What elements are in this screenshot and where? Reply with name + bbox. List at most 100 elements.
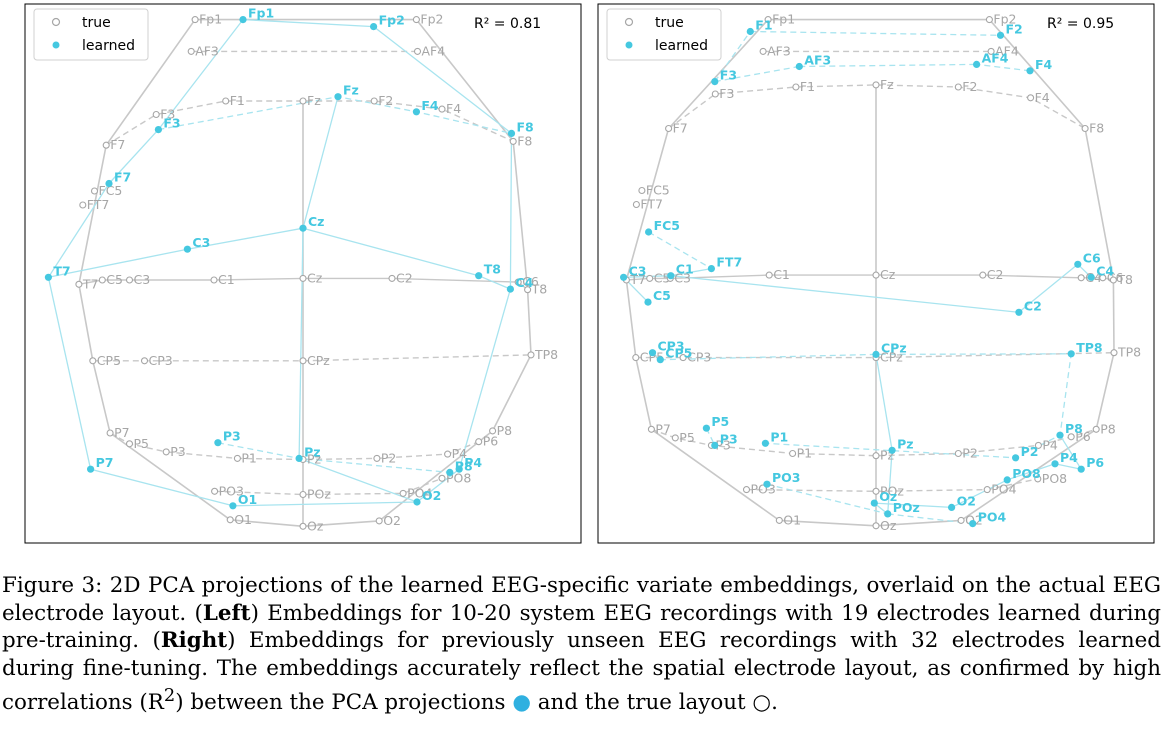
- caption-tail3: and the true layout: [530, 690, 753, 716]
- true-point-FC5: [90, 187, 99, 195]
- true-point-AF3: [187, 47, 195, 55]
- learned-point-F7: [105, 179, 113, 188]
- learned-label-O2: O2: [422, 488, 441, 503]
- true-point-C4: [1077, 274, 1085, 282]
- learned-point-F3: [154, 126, 162, 134]
- true-label-P6: P6: [483, 434, 499, 449]
- true-label-T8: T8: [531, 282, 548, 297]
- learned-point-P6: [1077, 465, 1085, 473]
- true-point-CP3: [140, 357, 149, 365]
- learned-point-PO3: [763, 480, 771, 488]
- true-point-PO3: [211, 487, 219, 495]
- true-label-F3: F3: [160, 107, 175, 122]
- true-label-O1: O1: [783, 512, 801, 527]
- learned-label-F8: F8: [517, 119, 534, 134]
- learned-line: [873, 354, 893, 515]
- true-outline-line: [625, 18, 1115, 527]
- true-label-FT7: FT7: [87, 197, 110, 212]
- true-point-P5: [125, 440, 134, 448]
- caption-tail: ) Embeddings for previously unseen EEG r…: [2, 628, 1161, 716]
- true-label-FC5: FC5: [646, 183, 670, 198]
- learned-label-P4: P4: [1060, 450, 1078, 465]
- caption-right-bold: Right: [160, 628, 228, 653]
- true-label-Fz: Fz: [880, 77, 894, 92]
- learned-point-F3: [711, 78, 719, 86]
- true-point-CP5: [89, 357, 97, 365]
- true-point-Fp2: [985, 16, 993, 24]
- true-point-C1: [210, 276, 218, 284]
- true-point-Fz: [299, 97, 307, 105]
- caption-end: .: [771, 690, 778, 716]
- learned-point-P8: [1056, 431, 1064, 439]
- learned-line: [750, 30, 1001, 36]
- learned-point-CP5: [656, 356, 664, 364]
- learned-point-F8: [507, 129, 516, 137]
- learned-label-F3: F3: [163, 116, 180, 131]
- true-label-P2: P2: [381, 450, 397, 465]
- true-label-C5: C5: [106, 272, 123, 287]
- learned-label-P3: P3: [720, 431, 738, 446]
- learned-point-P4: [1051, 460, 1059, 468]
- learned-label-AF3: AF3: [804, 53, 831, 68]
- learned-point-O1: [229, 502, 237, 510]
- learned-label-FC5: FC5: [654, 218, 680, 233]
- true-point-AF4: [987, 47, 995, 55]
- true-label-Oz: Oz: [307, 518, 324, 533]
- true-label-F1: F1: [800, 79, 815, 94]
- true-label-AF3: AF3: [767, 43, 791, 58]
- learned-point-F2: [996, 31, 1005, 39]
- learned-label-T8: T8: [484, 262, 501, 277]
- true-point-F2: [370, 97, 378, 105]
- true-point-CPz: [299, 357, 307, 365]
- learned-label-CP5: CP5: [665, 346, 692, 361]
- true-point-POz: [299, 490, 307, 499]
- true-label-T7: T7: [629, 272, 646, 287]
- learned-point-T7: [44, 273, 53, 281]
- true-label-P8: P8: [1100, 421, 1116, 436]
- true-label-C2: C2: [987, 267, 1004, 282]
- true-point-T8: [1109, 276, 1117, 284]
- true-point-T7: [75, 280, 83, 288]
- learned-point-Pz: [888, 446, 896, 454]
- true-row-line: [92, 354, 532, 362]
- learned-point-Fp1: [239, 16, 247, 24]
- true-point-O2: [957, 516, 965, 524]
- true-label-PO4: PO4: [991, 482, 1016, 497]
- true-label-F7: F7: [673, 121, 688, 136]
- true-label-P6: P6: [1075, 429, 1091, 444]
- learned-point-C6: [1074, 260, 1082, 268]
- learned-point-PO4: [969, 520, 977, 528]
- learned-label-P7: P7: [96, 455, 114, 470]
- true-point-C6: [1099, 274, 1107, 282]
- learned-point-AF4: [973, 60, 981, 68]
- learned-point-P8: [446, 468, 454, 476]
- learned-point-PO8: [1003, 476, 1011, 484]
- true-row-line: [746, 478, 1038, 492]
- true-point-FC5: [638, 186, 646, 195]
- legend-learned-marker: [625, 41, 633, 49]
- true-label-Fp2: Fp2: [420, 12, 443, 27]
- learned-label-C3: C3: [629, 263, 647, 278]
- true-label-FC5: FC5: [99, 183, 123, 198]
- true-point-PO4: [399, 489, 407, 497]
- true-label-Cz: Cz: [307, 270, 323, 285]
- true-point-P6: [1067, 433, 1075, 441]
- true-point-F4: [1027, 94, 1035, 102]
- true-label-F8: F8: [517, 133, 532, 148]
- true-label-POz: POz: [307, 487, 331, 502]
- true-label-POz: POz: [880, 483, 904, 498]
- true-label-TP8: TP8: [534, 347, 558, 362]
- learned-point-CPz: [872, 350, 880, 358]
- learned-label-Pz: Pz: [304, 444, 320, 459]
- true-label-P5: P5: [679, 430, 695, 445]
- learned-label-C5: C5: [653, 288, 671, 303]
- learned-point-C4: [1087, 273, 1095, 281]
- learned-line: [158, 96, 512, 135]
- true-label-P4: P4: [1042, 437, 1058, 452]
- true-label-CP3: CP3: [687, 350, 711, 365]
- true-point-P8: [1092, 425, 1100, 433]
- true-label-Cz: Cz: [880, 267, 896, 282]
- true-point-Fp2: [412, 16, 420, 24]
- legend-box: [33, 8, 149, 61]
- learned-label-Cz: Cz: [308, 214, 324, 229]
